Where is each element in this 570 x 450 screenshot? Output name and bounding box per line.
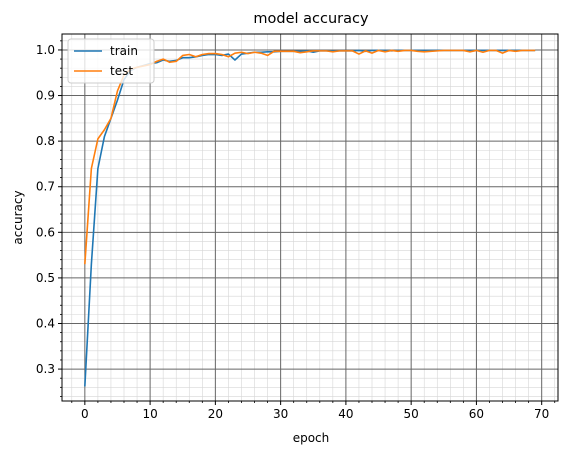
x-axis-ticks: 0 10 20 30 40 50 60 70 [71, 401, 556, 421]
series-layer [84, 49, 536, 387]
major-grid [62, 34, 558, 401]
x-tick-label: 50 [404, 407, 419, 421]
x-tick-label: 10 [142, 407, 157, 421]
y-tick-label: 0.3 [36, 362, 55, 376]
y-tick-label: 0.8 [36, 134, 55, 148]
chart-title: model accuracy [253, 11, 369, 27]
y-tick-label: 0.4 [36, 316, 55, 330]
x-tick-label: 40 [338, 407, 353, 421]
plot-frame [61, 33, 559, 402]
y-tick-label: 0.7 [36, 180, 55, 194]
x-tick-label: 20 [208, 407, 223, 421]
legend: train test [67, 38, 155, 84]
legend-label-test: test [110, 64, 133, 78]
y-axis-label: accuracy [11, 190, 25, 244]
y-tick-label: 1.0 [36, 43, 55, 57]
y-tick-label: 0.5 [36, 271, 55, 285]
x-tick-label: 30 [273, 407, 288, 421]
x-tick-label: 70 [534, 407, 549, 421]
x-axis-label: epoch [293, 431, 330, 445]
x-tick-label: 0 [81, 407, 89, 421]
y-axis-ticks: 0.3 0.4 0.5 0.6 0.7 0.8 0.9 1.0 [36, 40, 62, 397]
series-line-test [84, 49, 536, 265]
legend-box [67, 38, 155, 84]
y-tick-label: 0.6 [36, 225, 55, 239]
y-tick-label: 0.9 [36, 89, 55, 103]
x-tick-label: 60 [469, 407, 484, 421]
legend-label-train: train [110, 44, 138, 58]
